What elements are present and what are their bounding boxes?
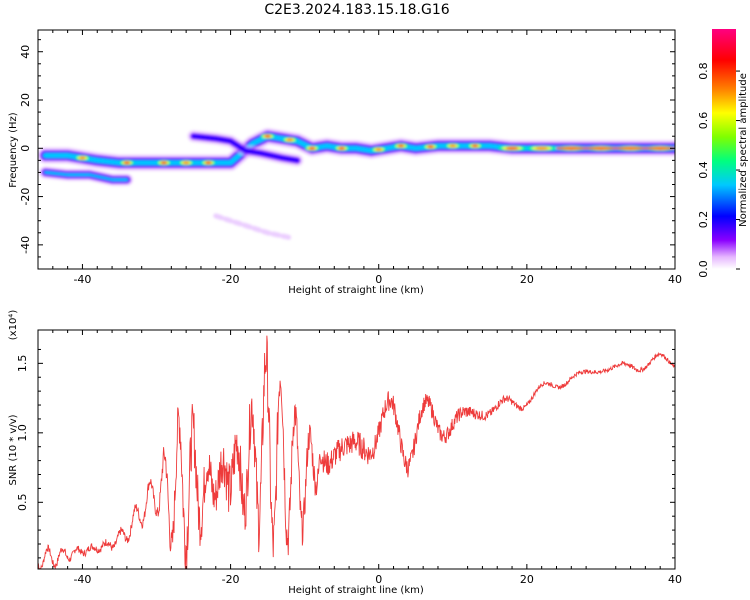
ridge-hotspot-red	[308, 146, 316, 150]
spectrogram-ticks: -40 -20 0 20 40 40 20 0 -20 -40	[19, 30, 682, 286]
ridge-upper-band-2	[191, 134, 300, 163]
ridge-hotspot-red	[286, 138, 293, 142]
y-tick-label: 0	[19, 145, 32, 152]
colorbar-tick-label: 0.0	[697, 260, 710, 278]
snr-ticks: -40 -20 0 20 40 0.5 1.0 1.5	[16, 330, 682, 586]
snr-panel: -40 -20 0 20 40 0.5 1.0 1.5 Height of straight …	[8, 310, 682, 596]
x-tick-label: 40	[668, 573, 682, 586]
ridge-hotspot-red	[535, 146, 548, 150]
ridge-lower-band-3	[44, 171, 129, 181]
y-tick-label: 1.5	[16, 355, 29, 373]
y-tick-label: 1.0	[16, 424, 29, 442]
colorbar: 0.0 0.2 0.4 0.6 0.8 Normalized spectral ampl…	[697, 29, 749, 278]
x-tick-label: 0	[375, 273, 382, 286]
x-tick-label: -20	[222, 273, 240, 286]
spectrogram-panel: -40 -20 0 20 40 40 20 0 -20 -40 Height of straigh…	[8, 29, 682, 296]
ridge-hotspot-red	[205, 161, 212, 165]
colorbar-tick-label: 0.6	[697, 112, 710, 129]
x-tick-label: 20	[520, 573, 534, 586]
chart-title: C2E3.2024.183.15.18.G16	[264, 2, 449, 18]
ridge-hotspot-red	[471, 144, 479, 148]
spectrogram-y-axis-label: Frequency (Hz)	[8, 112, 19, 188]
snr-plot-frame	[37, 329, 676, 570]
ridge-hotspot-red	[505, 146, 519, 150]
snr-scale-label: (x10⁴)	[8, 310, 19, 341]
y-tick-label: 0.5	[16, 494, 29, 512]
ridge-hotspot-red	[338, 146, 345, 150]
snr-y-axis-label: SNR (10 * v/v)	[8, 414, 19, 485]
colorbar-tick-label: 0.2	[697, 211, 710, 229]
colorbar-label: Normalized spectral amplitude	[738, 73, 749, 227]
ridge-hotspot-red	[182, 161, 190, 165]
x-tick-label: 40	[668, 273, 682, 286]
colorbar-tick-label: 0.4	[697, 161, 710, 179]
y-tick-label: 40	[19, 45, 32, 59]
y-tick-label: -20	[19, 188, 32, 206]
snr-x-axis-label: Height of straight line (km)	[288, 585, 424, 596]
y-tick-label: -40	[19, 236, 32, 254]
ridge-hotspot-red	[160, 161, 168, 165]
ridge-faint-band-0	[213, 213, 293, 241]
colorbar-ticks: 0.0 0.2 0.4 0.6 0.8	[697, 62, 740, 278]
x-tick-label: 20	[520, 273, 534, 286]
x-tick-label: -40	[73, 573, 91, 586]
ridge-hotspot-red	[79, 156, 86, 160]
snr-series-line	[38, 335, 675, 569]
spectrogram-x-axis-label: Height of straight line (km)	[288, 285, 424, 296]
spectrogram-plot-frame	[37, 29, 676, 270]
colorbar-tick-label: 0.8	[697, 62, 710, 80]
ridge-hotspot-red	[375, 148, 382, 151]
x-tick-label: 0	[375, 573, 382, 586]
x-tick-label: -40	[73, 273, 91, 286]
ridge-hotspot-red	[397, 144, 405, 148]
ridge-hotspot-red	[123, 161, 131, 165]
y-tick-label: 20	[19, 93, 32, 107]
colorbar-gradient	[712, 29, 736, 269]
ridge-hotspot-red	[449, 144, 456, 148]
spectrogram-heatmap	[38, 128, 675, 241]
ridge-hotspot-red	[427, 145, 434, 148]
x-tick-label: -20	[222, 573, 240, 586]
ridge-hotspot-red	[264, 134, 271, 138]
